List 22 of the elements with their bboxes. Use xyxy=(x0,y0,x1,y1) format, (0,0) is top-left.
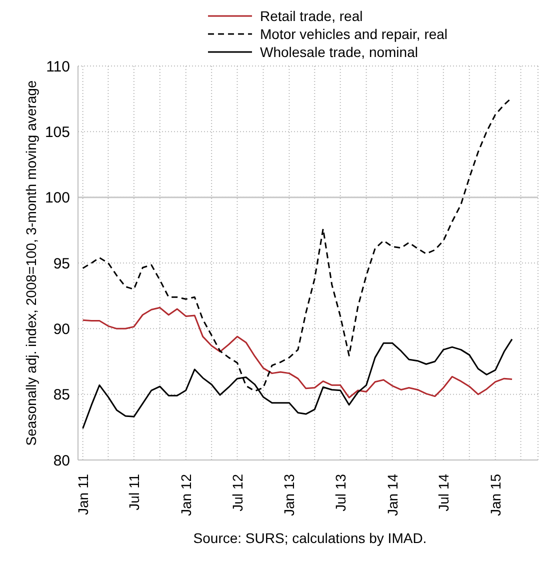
y-tick-label: 90 xyxy=(53,320,70,338)
x-tick-label: Jul 13 xyxy=(332,474,348,512)
y-tick-label: 100 xyxy=(44,190,70,207)
legend-label: Wholesale trade, nominal xyxy=(260,44,418,60)
x-tick-label: Jul 12 xyxy=(229,474,246,512)
y-tick-label: 95 xyxy=(53,255,70,272)
source-note: Source: SURS; calculations by IMAD. xyxy=(192,530,428,546)
y-tick-label: 110 xyxy=(46,58,70,76)
legend-label: Retail trade, real xyxy=(260,8,363,24)
x-tick-label: Jan 14 xyxy=(384,474,400,516)
y-tick-label: 80 xyxy=(53,452,70,470)
y-tick-label: 85 xyxy=(53,386,70,404)
y-axis-title: Seasonally adj. index, 2008=100, 3-month moving average xyxy=(22,80,39,446)
line-series xyxy=(82,306,513,398)
x-tick-label: Jan 12 xyxy=(178,474,194,516)
y-tick-label: 105 xyxy=(44,124,70,141)
legend-label: Motor vehicles and repair, real xyxy=(260,26,448,42)
x-tick-label: Jan 11 xyxy=(74,474,91,515)
x-tick-label: Jan 13 xyxy=(281,474,298,516)
x-tick-label: Jan 15 xyxy=(487,474,504,516)
x-tick-label: Jul 11 xyxy=(126,474,142,510)
x-tick-label: Jul 14 xyxy=(435,474,452,512)
